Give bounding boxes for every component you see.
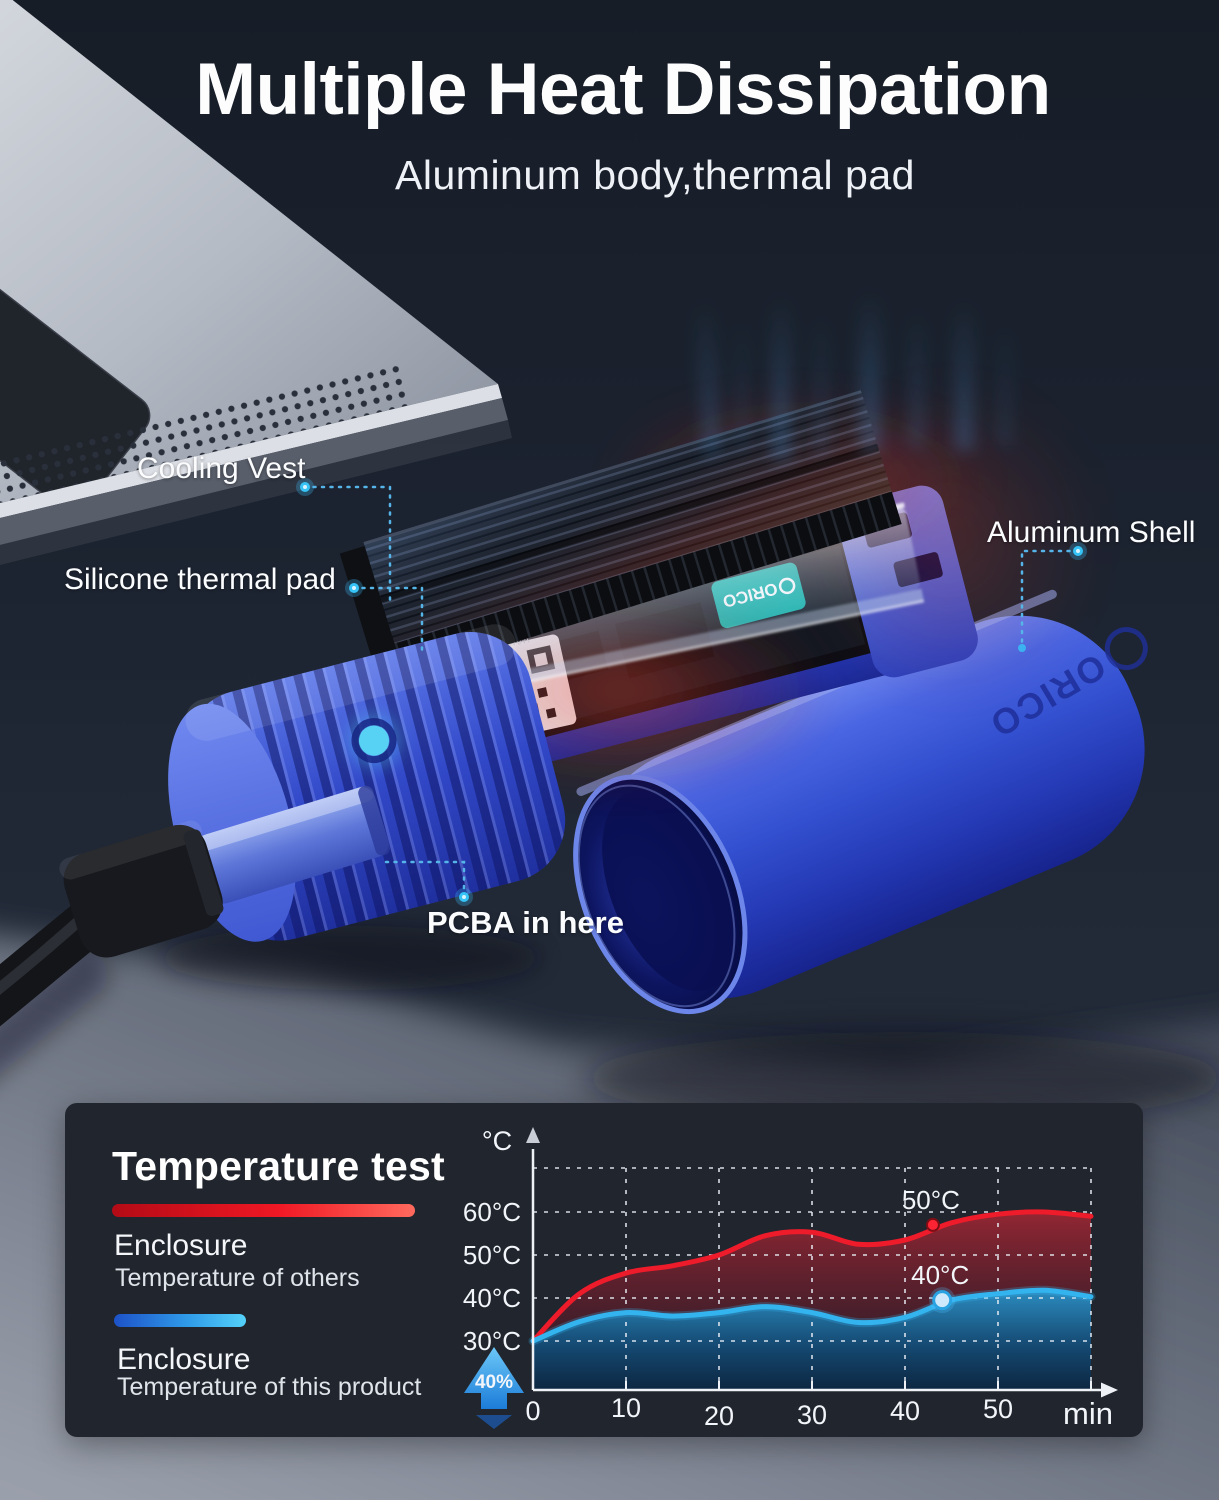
legend-this-product-line2: Temperature of this product (117, 1373, 422, 1401)
collar-shadow (160, 926, 540, 990)
status-led (347, 714, 400, 767)
legend-others-line1: Enclosure (114, 1229, 248, 1262)
leader-line-aluminum-shell (1020, 549, 1080, 647)
x-tick-label: 50 (983, 1394, 1013, 1424)
callout-pcba: PCBA in here (427, 905, 624, 940)
callout-aluminum-shell: Aluminum Shell (987, 516, 1196, 549)
shell-shadow (585, 1032, 1219, 1124)
marker-others (925, 1217, 940, 1232)
leader-dot-silicone-pad (345, 579, 363, 597)
series-area-this-product (533, 1290, 1091, 1390)
legend-bar-others (112, 1204, 415, 1217)
heat-streaks (695, 290, 1010, 460)
cable-shadow (0, 952, 108, 1075)
panel-heading: Temperature test (112, 1143, 445, 1189)
cooling-vest (339, 390, 902, 678)
marker-this-product (932, 1290, 953, 1311)
y-tick-label: 50°C (463, 1240, 521, 1270)
temperature-panel: Temperature test Enclosure Temperature o… (65, 1103, 1143, 1437)
x-axis-arrow (1101, 1382, 1118, 1398)
callout-cooling-vest: Cooling Vest (137, 452, 306, 485)
x-tick-label: 20 (704, 1401, 734, 1431)
page-subtitle: Aluminum body,thermal pad (395, 152, 915, 198)
leader-dot-pcba (455, 888, 473, 906)
x-tick-label: 10 (611, 1393, 641, 1423)
page-title: Multiple Heat Dissipation (195, 49, 1051, 130)
legend-bar-this-product (114, 1314, 246, 1327)
leader-line-cooling-vest (303, 485, 392, 602)
leader-dots (296, 478, 1087, 906)
leader-line-silicone-pad (352, 586, 424, 654)
leader-lines (303, 485, 1080, 895)
x-tick-label: 30 (797, 1400, 827, 1430)
leader-line-pcba (384, 860, 466, 895)
x-tick-label: 40 (890, 1396, 920, 1426)
y-tick-label: 40°C (463, 1283, 521, 1313)
y-axis-arrow (526, 1127, 540, 1143)
annotation-label: 40°C (911, 1260, 969, 1290)
callout-silicone-pad: Silicone thermal pad (64, 563, 336, 596)
annotation-label: 50°C (902, 1185, 960, 1215)
badge-arrow (464, 1347, 524, 1409)
leader-dot-aluminum-shell (1018, 542, 1087, 652)
y-axis-unit: °C (482, 1126, 512, 1156)
leader-dot-cooling-vest (296, 478, 314, 496)
laptop (0, 0, 512, 565)
series-line-this-product (530, 1287, 1094, 1344)
series-line-others (530, 1209, 1094, 1344)
temperature-chart: 50°C40°C0 10 20 30 40 5030°C40°C50°C60°C°Cmin… (463, 1126, 1118, 1431)
badge-label: 40% (475, 1372, 513, 1393)
usb-c-plug (59, 785, 391, 958)
y-tick-label: 60°C (463, 1197, 521, 1227)
x-axis-unit: min (1063, 1396, 1113, 1431)
x-tick-label: 0 (525, 1396, 540, 1426)
legend-this-product-line1: Enclosure (117, 1343, 251, 1376)
badge-arrow-tail (476, 1415, 512, 1429)
legend-others-line2: Temperature of others (115, 1264, 360, 1292)
